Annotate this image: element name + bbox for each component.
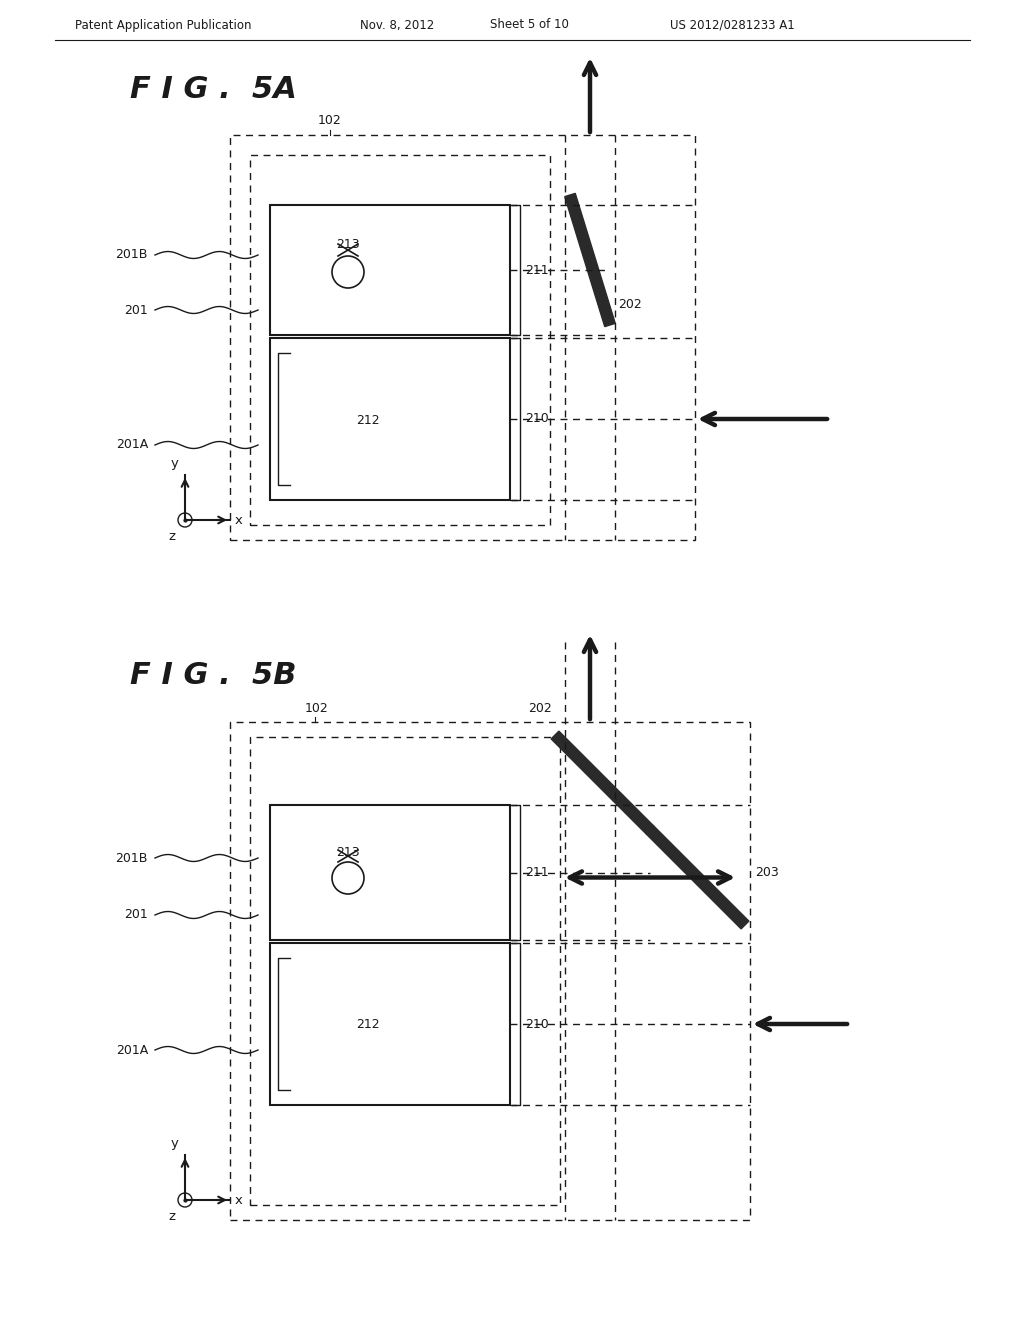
Text: 210: 210 [525, 412, 549, 425]
Polygon shape [646, 826, 749, 929]
Text: 202: 202 [528, 702, 552, 715]
Text: 102: 102 [318, 114, 342, 127]
Text: 210: 210 [525, 1018, 549, 1031]
Text: y: y [171, 1137, 179, 1150]
Text: 211: 211 [525, 264, 549, 276]
Text: x: x [234, 1195, 243, 1208]
Text: 201B: 201B [116, 248, 148, 261]
Text: 212: 212 [356, 413, 380, 426]
Text: 201A: 201A [116, 1044, 148, 1056]
Text: F I G .  5A: F I G . 5A [130, 75, 297, 104]
Text: 202: 202 [618, 298, 642, 312]
Text: 201: 201 [124, 908, 148, 921]
Text: US 2012/0281233 A1: US 2012/0281233 A1 [670, 18, 795, 32]
Text: 201: 201 [124, 304, 148, 317]
Polygon shape [551, 731, 654, 834]
Text: z: z [168, 531, 175, 543]
Text: 203: 203 [755, 866, 778, 879]
Text: 211: 211 [525, 866, 549, 879]
Polygon shape [565, 194, 615, 326]
Text: y: y [171, 457, 179, 470]
Text: 201B: 201B [116, 851, 148, 865]
Text: Nov. 8, 2012: Nov. 8, 2012 [360, 18, 434, 32]
Text: z: z [168, 1210, 175, 1224]
Text: 213: 213 [336, 239, 359, 252]
Text: 102: 102 [305, 702, 329, 715]
Text: 212: 212 [356, 1019, 380, 1031]
Text: F I G .  5B: F I G . 5B [130, 660, 297, 689]
Text: 201A: 201A [116, 438, 148, 451]
Text: x: x [234, 515, 243, 528]
Text: Sheet 5 of 10: Sheet 5 of 10 [490, 18, 569, 32]
Text: 213: 213 [336, 846, 359, 858]
Text: Patent Application Publication: Patent Application Publication [75, 18, 252, 32]
